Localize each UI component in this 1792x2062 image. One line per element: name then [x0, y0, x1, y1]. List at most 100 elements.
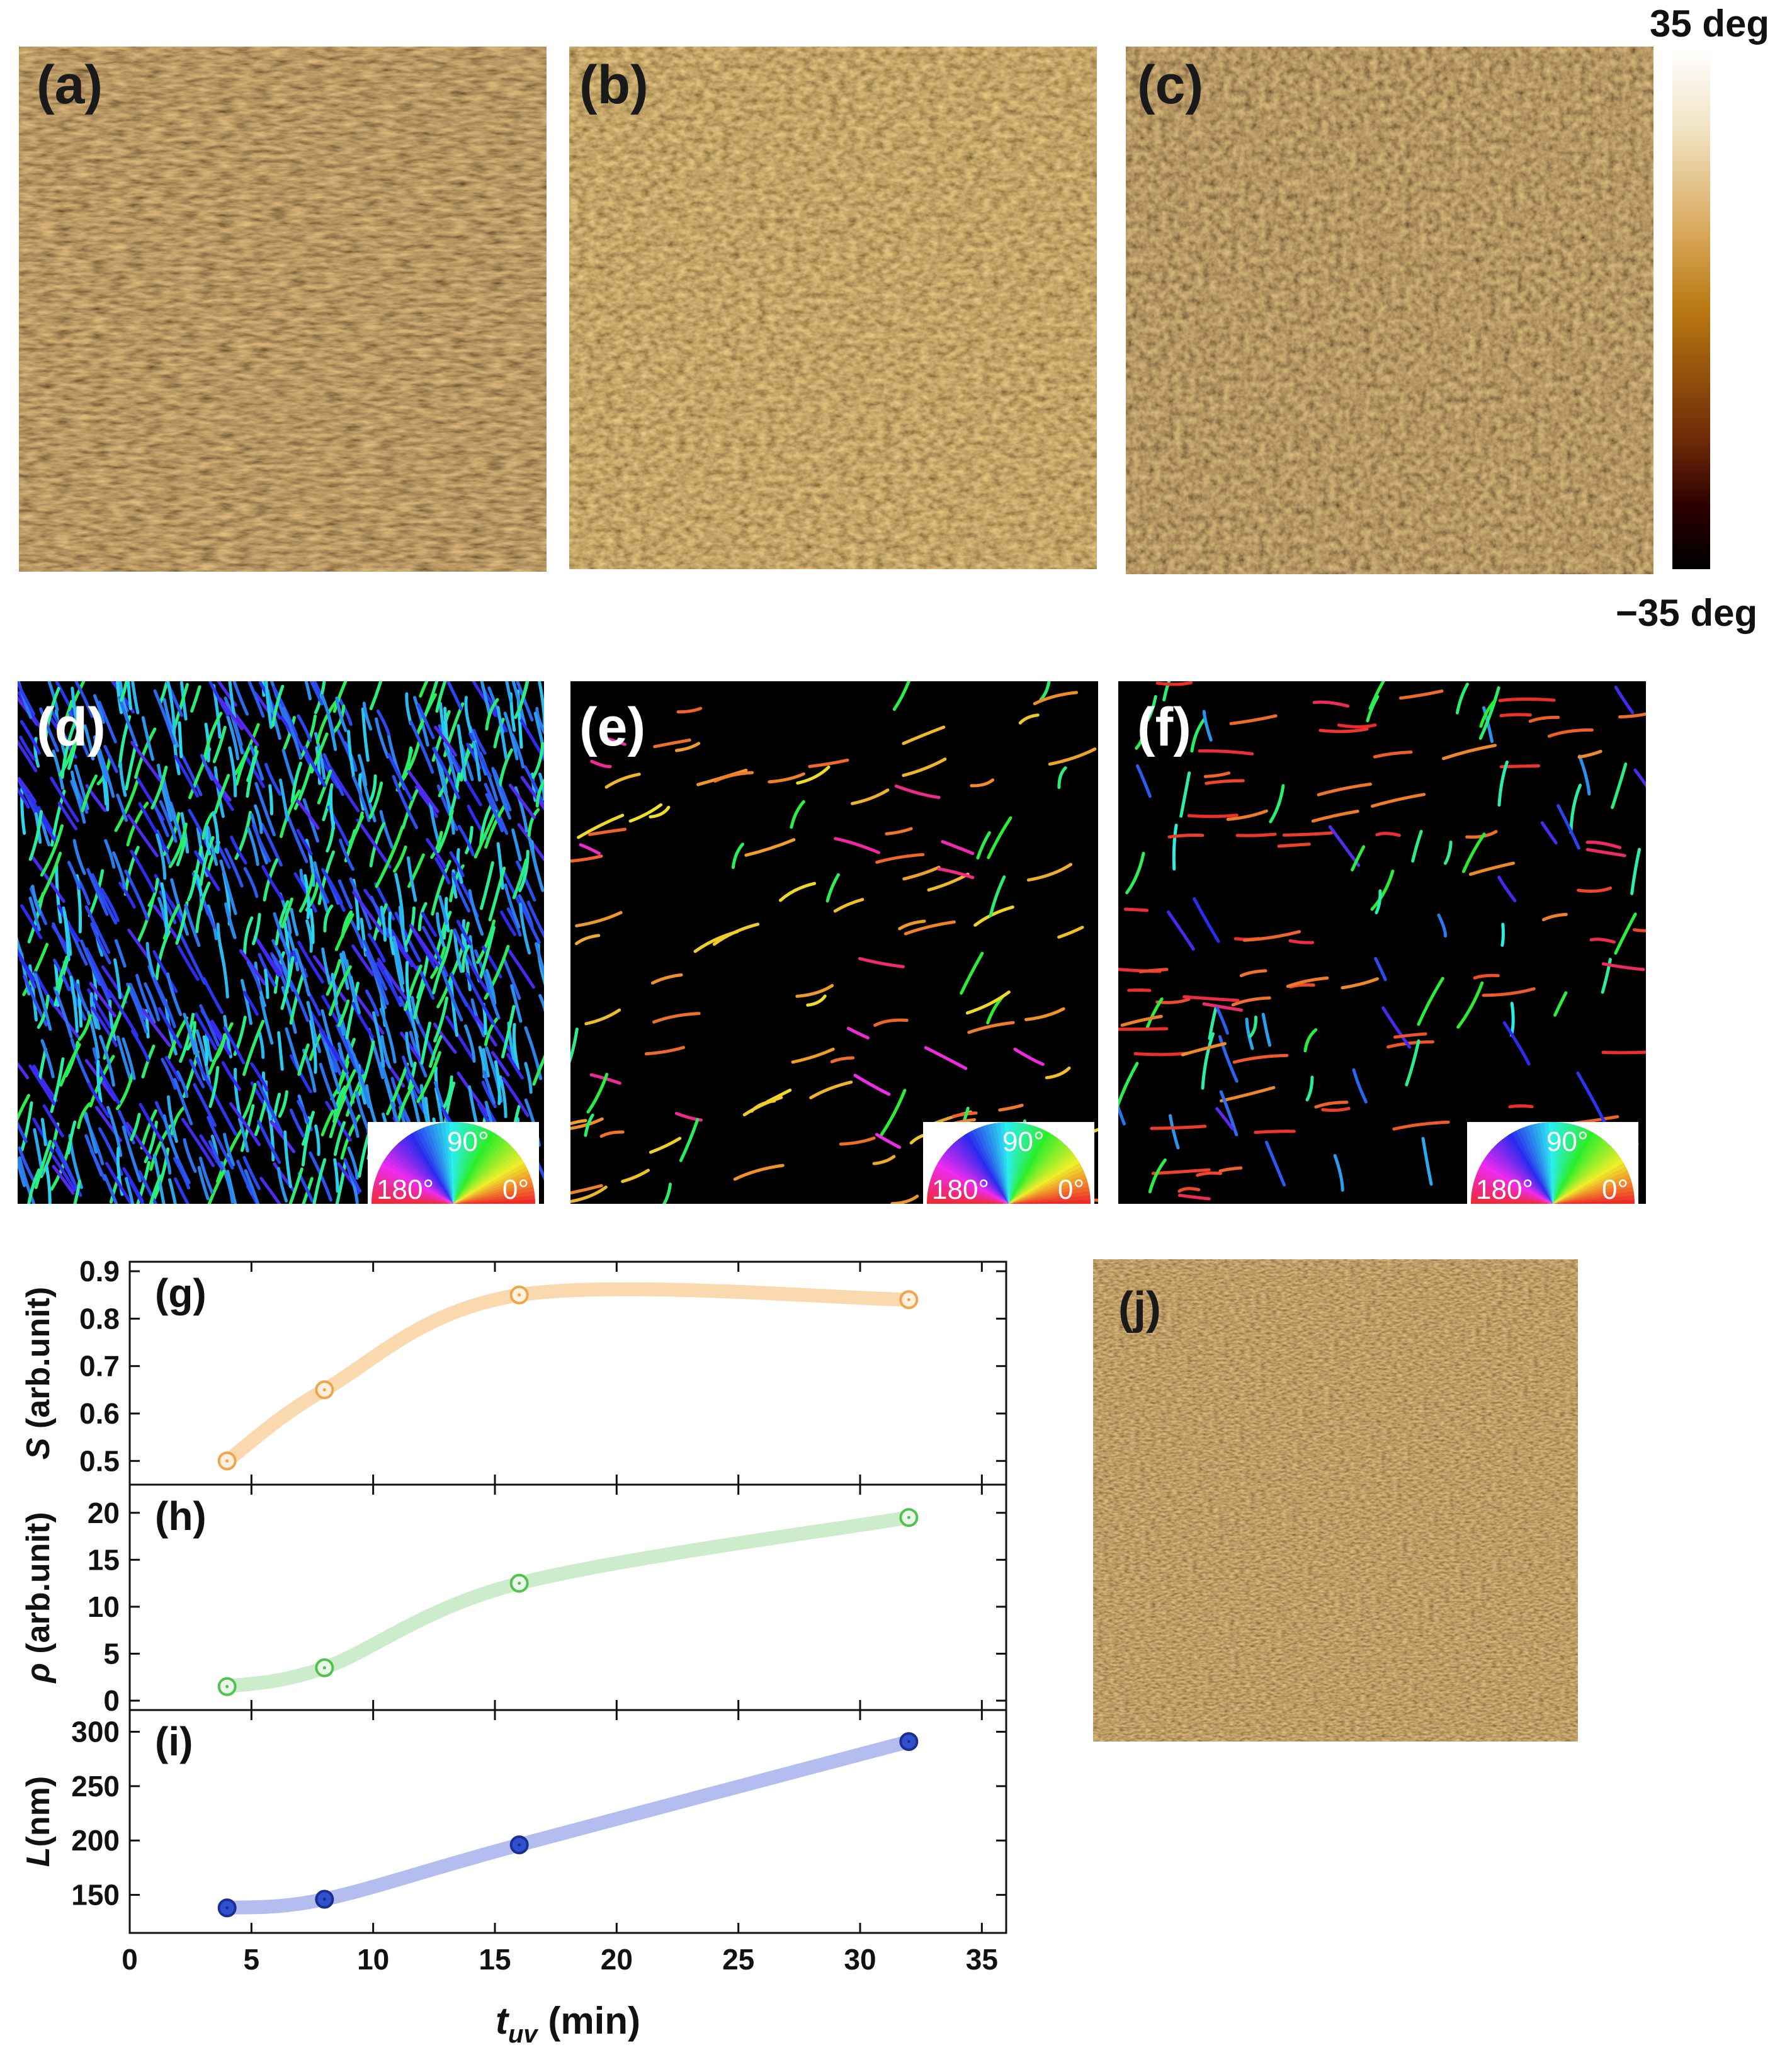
fiber-segment — [218, 942, 229, 999]
fiber-segment — [122, 1125, 142, 1182]
fiber-segment — [261, 864, 284, 901]
fiber-segment — [127, 681, 133, 710]
fiber-segment — [153, 689, 176, 745]
fiber-segment — [674, 742, 701, 752]
fiber-segment — [1614, 912, 1637, 955]
fiber-segment — [162, 1114, 179, 1159]
fiber-segment — [28, 964, 38, 1022]
fiber-segment — [421, 912, 438, 937]
fiber-segment — [223, 1026, 246, 1065]
fiber-segment — [106, 1106, 123, 1157]
fiber-segment — [70, 770, 81, 800]
afm-image-j — [1093, 1259, 1578, 1742]
fiber-segment — [256, 1080, 283, 1134]
fiber-segment — [107, 989, 139, 1038]
fiber-segment — [213, 766, 225, 819]
fiber-segment — [1190, 718, 1206, 753]
fiber-segment — [74, 764, 89, 810]
fiber-segment — [1576, 1071, 1606, 1124]
fiber-segment — [218, 697, 244, 730]
fiber-segment — [528, 837, 544, 892]
fiber-segment — [1193, 897, 1220, 943]
fiber-segment — [323, 904, 334, 932]
fiber-segment — [286, 813, 309, 863]
fiber-segment — [128, 983, 147, 1021]
fiber-segment — [179, 933, 207, 985]
fiber-segment — [484, 803, 507, 849]
fiber-segment — [189, 1058, 205, 1089]
fiber-segment — [43, 687, 60, 743]
fiber-segment — [1057, 926, 1084, 939]
fiber-segment — [1218, 1166, 1243, 1173]
fiber-segment — [1498, 697, 1556, 703]
fiber-segment — [330, 1060, 349, 1101]
fiber-segment — [449, 851, 465, 878]
fiber-segment — [118, 696, 139, 748]
fiber-segment — [584, 1008, 621, 1026]
fiber-segment — [457, 724, 467, 782]
fiber-segment — [145, 942, 156, 978]
fiber-segment — [1585, 847, 1626, 858]
fiber-segment — [579, 843, 601, 856]
fiber-segment — [1135, 725, 1147, 750]
fiber-segment — [1321, 1106, 1351, 1112]
fiber-segment — [40, 824, 64, 877]
fiber-segment — [1133, 1051, 1188, 1056]
fiber-segment — [202, 977, 224, 1014]
fiber-segment — [924, 1046, 968, 1070]
fiber-segment — [1151, 1168, 1211, 1175]
fiber-segment — [482, 1070, 496, 1104]
fiber-segment — [320, 694, 335, 737]
fiber-segment — [99, 1034, 115, 1087]
fiber-segment — [400, 741, 421, 783]
fiber-segment — [1229, 714, 1278, 725]
y-tick-label: 0.5 — [79, 1444, 120, 1477]
fiber-segment — [1235, 832, 1277, 837]
fiber-segment — [873, 1018, 909, 1027]
colorbar — [1672, 50, 1710, 569]
y-axis-label: S (arb.unit) — [20, 1287, 57, 1459]
fiber-segment — [1314, 1101, 1349, 1109]
wheel-label-180: 180° — [377, 1174, 434, 1204]
fiber-segment — [1374, 956, 1387, 982]
fiber-segment — [825, 873, 840, 903]
fiber-segment — [337, 879, 353, 910]
fiber-segment — [236, 1160, 254, 1196]
fiber-segment — [324, 1041, 341, 1092]
fiber-segment — [1311, 810, 1359, 823]
fiber-segment — [599, 1130, 625, 1138]
fiber-segment — [998, 1104, 1024, 1112]
fiber-segment — [575, 934, 601, 946]
fiber-segment — [498, 748, 513, 787]
fiber-segment — [179, 1012, 195, 1063]
fiber-segment — [254, 804, 263, 834]
fiber-segment — [1215, 1107, 1234, 1131]
fiber-segment — [472, 728, 487, 755]
y-tick-label: 5 — [103, 1638, 120, 1670]
fiber-segment — [252, 824, 271, 863]
fiber-segment — [1177, 1193, 1211, 1201]
plot-frame — [128, 1709, 1007, 1934]
fiber-segment — [22, 943, 49, 997]
fiber-segment — [1577, 749, 1602, 759]
stacked-plots-g-h-i: 0.5 0.6 0.7 0.8 0.9 (g) S (arb.unit) 0 5 10 15 20 (h… — [20, 1255, 1007, 2048]
fiber-segment — [499, 1075, 508, 1118]
fiber-segment — [1220, 1085, 1276, 1102]
fiber-segment — [195, 881, 211, 934]
fiber-segment — [898, 919, 926, 931]
fiber-segment — [101, 774, 108, 806]
fiber-segment — [518, 681, 529, 712]
fiber-segment — [846, 1026, 870, 1039]
fiber-segment — [91, 1006, 118, 1048]
fiber-segment — [1601, 962, 1645, 972]
fiber-segment — [796, 765, 831, 785]
fiber-segment — [70, 779, 86, 824]
fiber-segment — [144, 1120, 158, 1164]
fiber-segment — [161, 1058, 177, 1090]
panel-label-j: (j) — [1118, 1283, 1161, 1334]
fiber-segment — [370, 895, 390, 938]
fiber-segment — [853, 1073, 891, 1096]
fiber-segment — [586, 1072, 609, 1114]
fiber-segment — [328, 965, 352, 1016]
fiber-segment — [118, 762, 127, 797]
